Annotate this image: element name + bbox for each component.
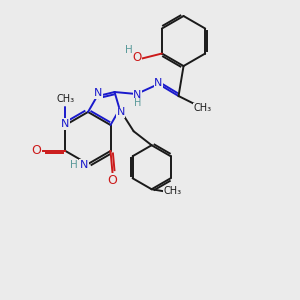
Text: O: O	[132, 51, 142, 64]
Text: N: N	[116, 107, 125, 117]
Text: H: H	[70, 160, 78, 170]
Text: O: O	[32, 145, 41, 158]
Text: N: N	[80, 160, 88, 170]
Text: N: N	[94, 88, 102, 98]
Text: CH₃: CH₃	[56, 94, 74, 104]
Text: N: N	[154, 78, 163, 88]
Text: N: N	[61, 119, 70, 129]
Text: O: O	[108, 173, 118, 187]
Text: CH₃: CH₃	[164, 186, 182, 196]
Text: N: N	[134, 90, 142, 100]
Text: H: H	[134, 98, 141, 108]
Text: CH₃: CH₃	[194, 103, 211, 113]
Text: H: H	[125, 44, 133, 55]
